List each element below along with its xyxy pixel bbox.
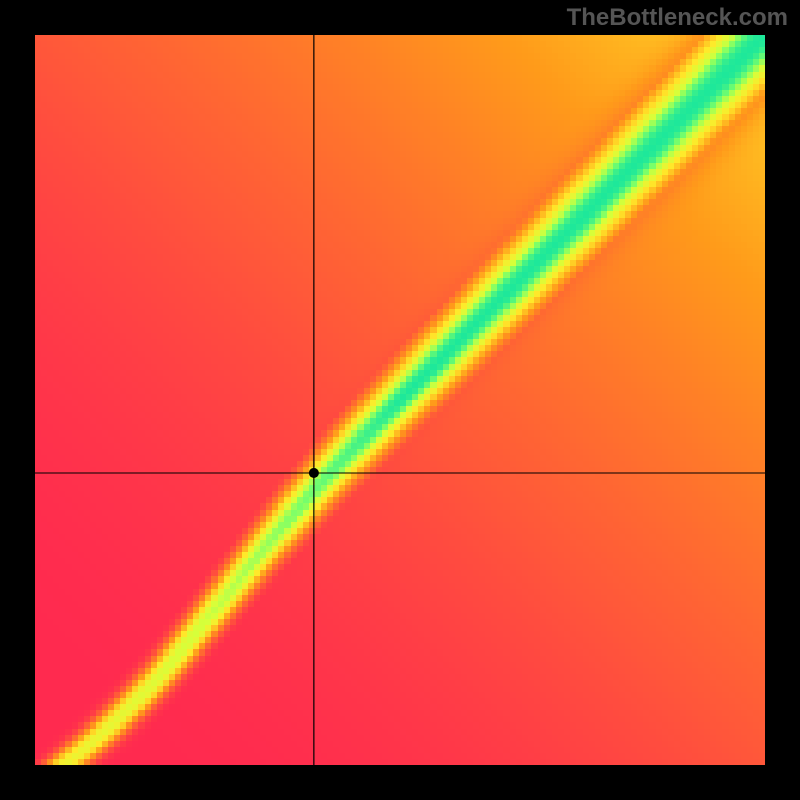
watermark-text: TheBottleneck.com: [567, 4, 788, 32]
heatmap-canvas: [35, 35, 765, 765]
plot-area: [35, 35, 765, 765]
chart-container: TheBottleneck.com: [0, 0, 800, 800]
